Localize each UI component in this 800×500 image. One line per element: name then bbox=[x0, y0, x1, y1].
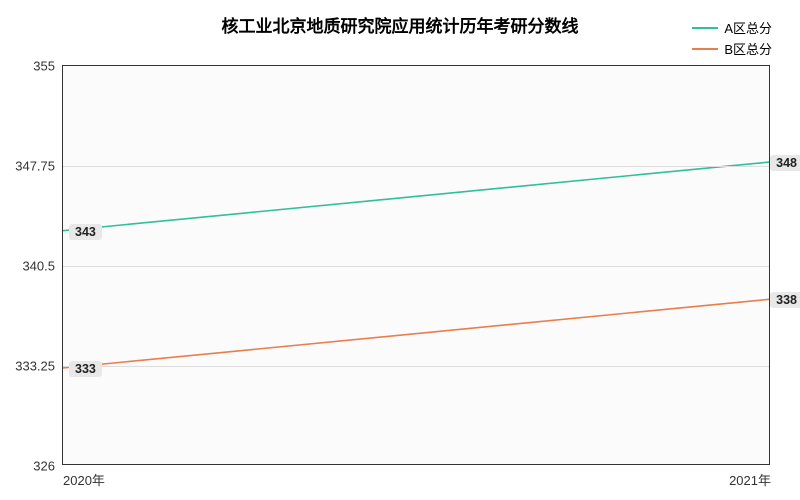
x-tick-label: 2021年 bbox=[729, 470, 771, 489]
data-label: 343 bbox=[69, 224, 102, 240]
y-tick-label: 326 bbox=[33, 459, 55, 474]
y-tick-label: 333.25 bbox=[15, 359, 55, 374]
series-line bbox=[63, 162, 769, 231]
legend-swatch-b bbox=[692, 48, 718, 50]
grid-line bbox=[63, 166, 769, 167]
x-tick-label: 2020年 bbox=[63, 470, 105, 489]
grid-line bbox=[63, 266, 769, 267]
chart-title: 核工业北京地质研究院应用统计历年考研分数线 bbox=[222, 12, 579, 37]
legend-label-a: A区总分 bbox=[724, 18, 772, 37]
data-label: 338 bbox=[770, 292, 800, 308]
chart-container: 核工业北京地质研究院应用统计历年考研分数线 A区总分 B区总分 326333.2… bbox=[0, 0, 800, 500]
data-label: 348 bbox=[770, 155, 800, 171]
legend-label-b: B区总分 bbox=[724, 39, 772, 58]
legend: A区总分 B区总分 bbox=[692, 18, 772, 60]
y-tick-label: 347.75 bbox=[15, 159, 55, 174]
legend-item-b: B区总分 bbox=[692, 39, 772, 58]
grid-line bbox=[63, 366, 769, 367]
series-line bbox=[63, 299, 769, 368]
y-tick-label: 340.5 bbox=[22, 259, 55, 274]
chart-lines bbox=[63, 66, 769, 464]
legend-item-a: A区总分 bbox=[692, 18, 772, 37]
legend-swatch-a bbox=[692, 27, 718, 29]
plot-area: 326333.25340.5347.753552020年2021年3433483… bbox=[62, 65, 770, 465]
y-tick-label: 355 bbox=[33, 59, 55, 74]
data-label: 333 bbox=[69, 361, 102, 377]
